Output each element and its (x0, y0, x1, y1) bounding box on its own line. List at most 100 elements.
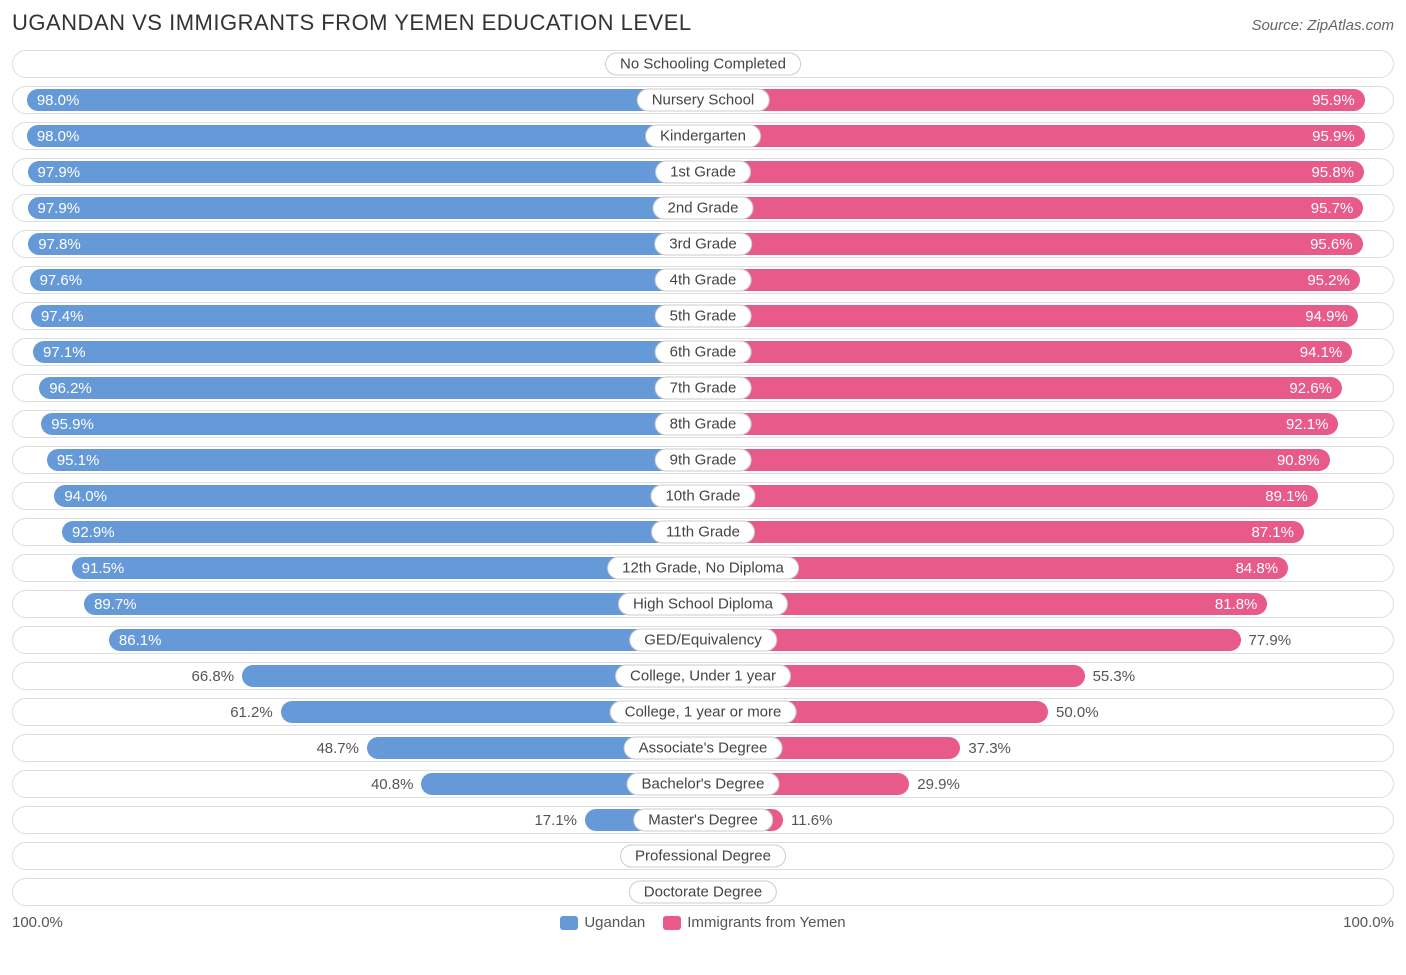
category-label: No Schooling Completed (605, 53, 801, 76)
chart-row: 96.2%92.6%7th Grade (12, 374, 1394, 402)
category-label: Professional Degree (620, 845, 786, 868)
bar-left: 97.9% (28, 197, 704, 219)
category-label: 3rd Grade (654, 233, 752, 256)
bar-left: 96.2% (39, 377, 703, 399)
category-label: College, Under 1 year (615, 665, 791, 688)
bar-left: 97.9% (28, 161, 704, 183)
bar-value-left: 97.9% (38, 161, 81, 183)
chart-row: 61.2%50.0%College, 1 year or more (12, 698, 1394, 726)
category-label: 2nd Grade (653, 197, 754, 220)
category-label: 10th Grade (650, 485, 755, 508)
bar-value-right: 94.1% (1300, 341, 1343, 363)
chart-row: 97.6% 95.2% 4th Grade (12, 266, 1394, 294)
bar-left: 95.1% (47, 449, 703, 471)
category-label: GED/Equivalency (629, 629, 777, 652)
chart-row: 95.1%90.8%9th Grade (12, 446, 1394, 474)
legend-label-right: Immigrants from Yemen (687, 914, 845, 931)
bar-value-right: 77.9% (1249, 627, 1292, 653)
chart-row: 97.8% 95.6% 3rd Grade (12, 230, 1394, 258)
bar-value-left: 96.2% (49, 377, 92, 399)
chart-row: 89.7% 81.8% High School Diploma (12, 590, 1394, 618)
bar-value-right: 89.1% (1265, 485, 1308, 507)
category-label: Nursery School (637, 89, 770, 112)
bar-value-right: 87.1% (1251, 521, 1294, 543)
category-label: High School Diploma (618, 593, 788, 616)
bar-value-right: 95.9% (1312, 89, 1355, 111)
chart-row: 17.1%11.6%Master's Degree (12, 806, 1394, 834)
chart-row: 40.8%29.9%Bachelor's Degree (12, 770, 1394, 798)
bar-value-left: 17.1% (534, 807, 577, 833)
bar-left: 97.4% (31, 305, 703, 327)
bar-right: 94.1% (703, 341, 1352, 363)
chart-row: 5.1%3.4%Professional Degree (12, 842, 1394, 870)
bar-right: 95.2% (703, 269, 1360, 291)
chart-row: 91.5%84.8%12th Grade, No Diploma (12, 554, 1394, 582)
bar-value-left: 95.1% (57, 449, 100, 471)
bar-value-left: 92.9% (72, 521, 115, 543)
chart-row: 2.0%4.1%No Schooling Completed (12, 50, 1394, 78)
legend-item-left: Ugandan (560, 914, 645, 931)
bar-value-right: 11.6% (791, 807, 832, 833)
bar-left: 97.6% (30, 269, 703, 291)
chart-source: Source: ZipAtlas.com (1251, 17, 1394, 34)
bar-right: 92.6% (703, 377, 1342, 399)
bar-value-left: 91.5% (82, 557, 125, 579)
legend-item-right: Immigrants from Yemen (663, 914, 845, 931)
bar-value-right: 29.9% (917, 771, 960, 797)
bar-value-left: 61.2% (230, 699, 273, 725)
bar-value-left: 48.7% (316, 735, 359, 761)
bar-value-right: 37.3% (968, 735, 1011, 761)
chart-row: 2.2%1.4%Doctorate Degree (12, 878, 1394, 906)
category-label: 6th Grade (655, 341, 752, 364)
legend: Ugandan Immigrants from Yemen (560, 914, 845, 931)
chart-row: 98.0% 95.9% Nursery School (12, 86, 1394, 114)
bar-value-left: 97.8% (38, 233, 81, 255)
bar-value-left: 66.8% (192, 663, 235, 689)
legend-swatch-left (560, 916, 578, 930)
chart-title: UGANDAN VS IMMIGRANTS FROM YEMEN EDUCATI… (12, 10, 692, 36)
bar-value-left: 95.9% (51, 413, 94, 435)
bar-left: 86.1% (109, 629, 703, 651)
category-label: 11th Grade (651, 521, 755, 544)
category-label: Doctorate Degree (629, 881, 777, 904)
category-label: 5th Grade (655, 305, 752, 328)
chart-row: 97.9%95.7%2nd Grade (12, 194, 1394, 222)
bar-value-left: 89.7% (94, 593, 137, 615)
diverging-bar-chart: 2.0%4.1%No Schooling Completed 98.0% 95.9%… (12, 50, 1394, 906)
bar-value-left: 94.0% (64, 485, 107, 507)
bar-value-right: 81.8% (1215, 593, 1258, 615)
bar-value-right: 84.8% (1236, 557, 1279, 579)
bar-value-right: 95.2% (1307, 269, 1350, 291)
bar-left: 97.8% (28, 233, 703, 255)
bar-value-left: 86.1% (119, 629, 162, 651)
category-label: 1st Grade (655, 161, 751, 184)
bar-value-right: 55.3% (1093, 663, 1136, 689)
chart-row: 92.9% 87.1% 11th Grade (12, 518, 1394, 546)
chart-row: 97.9%95.8%1st Grade (12, 158, 1394, 186)
chart-row: 97.1%94.1%6th Grade (12, 338, 1394, 366)
bar-left: 92.9% (62, 521, 703, 543)
bar-right (703, 629, 1241, 651)
axis-max-left: 100.0% (12, 914, 63, 931)
chart-row: 95.9%92.1%8th Grade (12, 410, 1394, 438)
bar-value-left: 98.0% (37, 89, 80, 111)
bar-left: 94.0% (54, 485, 703, 507)
bar-value-left: 97.6% (40, 269, 83, 291)
bar-right: 89.1% (703, 485, 1318, 507)
bar-right: 95.9% (703, 125, 1365, 147)
bar-value-right: 95.6% (1310, 233, 1353, 255)
bar-right: 95.6% (703, 233, 1363, 255)
bar-value-left: 97.9% (38, 197, 81, 219)
bar-left: 98.0% (27, 125, 703, 147)
bar-value-right: 92.6% (1289, 377, 1332, 399)
chart-row: 66.8% 55.3% College, Under 1 year (12, 662, 1394, 690)
category-label: 4th Grade (655, 269, 752, 292)
bar-value-right: 50.0% (1056, 699, 1099, 725)
bar-value-left: 98.0% (37, 125, 80, 147)
bar-left: 95.9% (41, 413, 703, 435)
chart-row: 48.7%37.3%Associate's Degree (12, 734, 1394, 762)
axis-max-right: 100.0% (1343, 914, 1394, 931)
chart-row: 97.4%94.9%5th Grade (12, 302, 1394, 330)
bar-left: 98.0% (27, 89, 703, 111)
chart-footer: 100.0% Ugandan Immigrants from Yemen 100… (12, 914, 1394, 931)
